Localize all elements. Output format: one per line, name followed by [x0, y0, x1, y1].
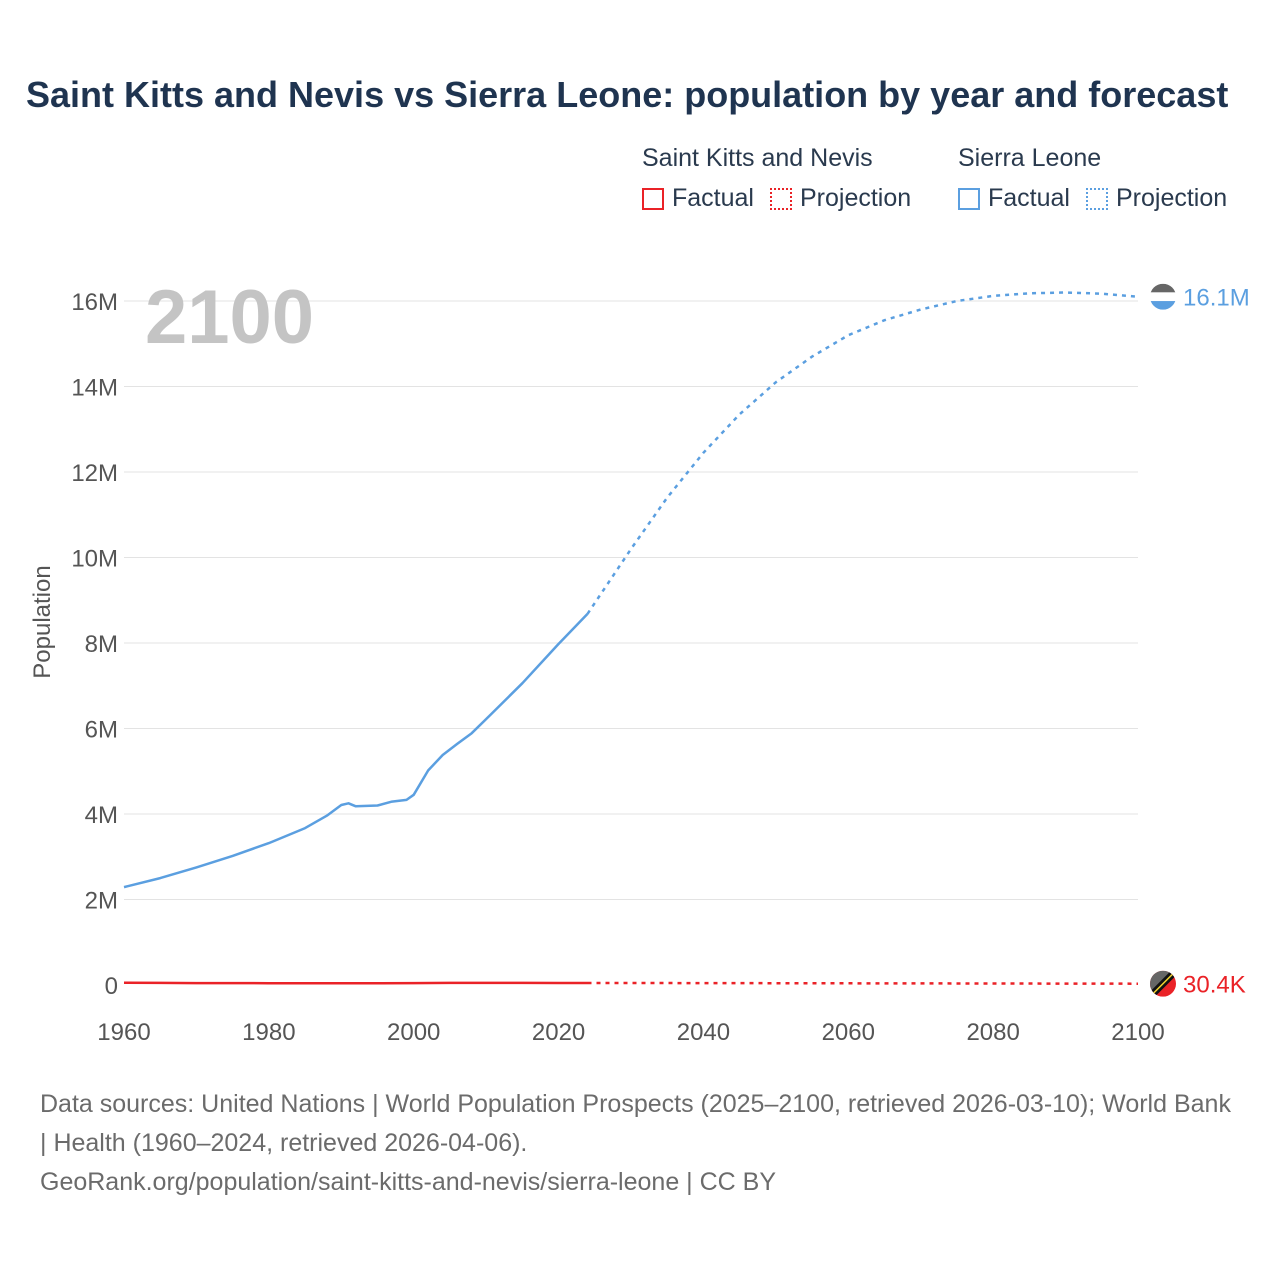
attribution-text: GeoRank.org/population/saint-kitts-and-n… [40, 1168, 777, 1196]
population-chart: 0 2M 4M 6M 8M 10M 12M 14M 16M 1960 1980 2000 2020 204… [29, 275, 1250, 1046]
y-tick-label: 14M [71, 375, 118, 402]
x-tick-label: 2020 [532, 1019, 585, 1046]
legend-group-title: Saint Kitts and Nevis [642, 144, 873, 172]
x-tick-label: 2000 [387, 1019, 440, 1046]
y-tick-label: 6M [85, 717, 118, 744]
legend-swatch-solid [642, 187, 664, 210]
end-value-label: 30.4K [1183, 972, 1246, 999]
footer: Data sources: United Nations | World Pop… [40, 1085, 1240, 1202]
x-tick-label: 1980 [242, 1019, 295, 1046]
y-tick-label: 2M [85, 888, 118, 915]
chart-title: Saint Kitts and Nevis vs Sierra Leone: p… [26, 74, 1229, 115]
sierra-leone-flag-icon [1150, 283, 1176, 310]
y-tick-label: 0 [105, 973, 118, 1000]
data-sources-text: Data sources: United Nations | World Pop… [40, 1090, 1231, 1157]
legend-label: Factual [672, 184, 754, 212]
legend-item-sierra-leone-factual[interactable]: Factual [958, 184, 1070, 213]
legend-item-saint-kitts-projection[interactable]: Projection [769, 184, 912, 213]
x-tick-label: 2060 [822, 1019, 875, 1046]
series-line-sierra-leone-projection [586, 291, 1139, 615]
saint-kitts-flag-icon [1150, 970, 1176, 997]
y-tick-label: 12M [71, 460, 118, 487]
y-tick-label: 4M [85, 802, 118, 829]
y-tick-label: 8M [85, 631, 118, 658]
legend-item-sierra-leone-projection[interactable]: Projection [1085, 184, 1228, 213]
x-tick-label: 2100 [1111, 1019, 1164, 1046]
x-tick-label: 2080 [966, 1019, 1019, 1046]
x-tick-label: 1960 [97, 1019, 150, 1046]
legend-label: Projection [799, 184, 912, 212]
legend-swatch-solid [958, 187, 980, 210]
y-tick-label: 16M [71, 289, 118, 316]
y-tick-label: 10M [71, 546, 118, 573]
legend-group-saint-kitts-and-nevis: Saint Kitts and Nevis Factual Projection [642, 142, 927, 213]
legend-group-sierra-leone: Sierra Leone Factual Projection [958, 142, 1243, 213]
x-tick-label: 2040 [677, 1019, 730, 1046]
y-axis-label: Population [29, 565, 56, 678]
series-line-sierra-leone-factual [123, 613, 589, 889]
legend-label: Projection [1115, 184, 1228, 212]
year-watermark: 2100 [145, 275, 314, 360]
legend-group-title: Sierra Leone [958, 144, 1102, 172]
legend-swatch-dotted [769, 187, 792, 210]
legend-swatch-dotted [1085, 187, 1108, 210]
legend-item-saint-kitts-factual[interactable]: Factual [642, 184, 754, 213]
end-value-label: 16.1M [1183, 285, 1250, 312]
series-line-saint-kitts-and-nevis-projection [587, 981, 1139, 985]
legend-label: Factual [988, 184, 1070, 212]
